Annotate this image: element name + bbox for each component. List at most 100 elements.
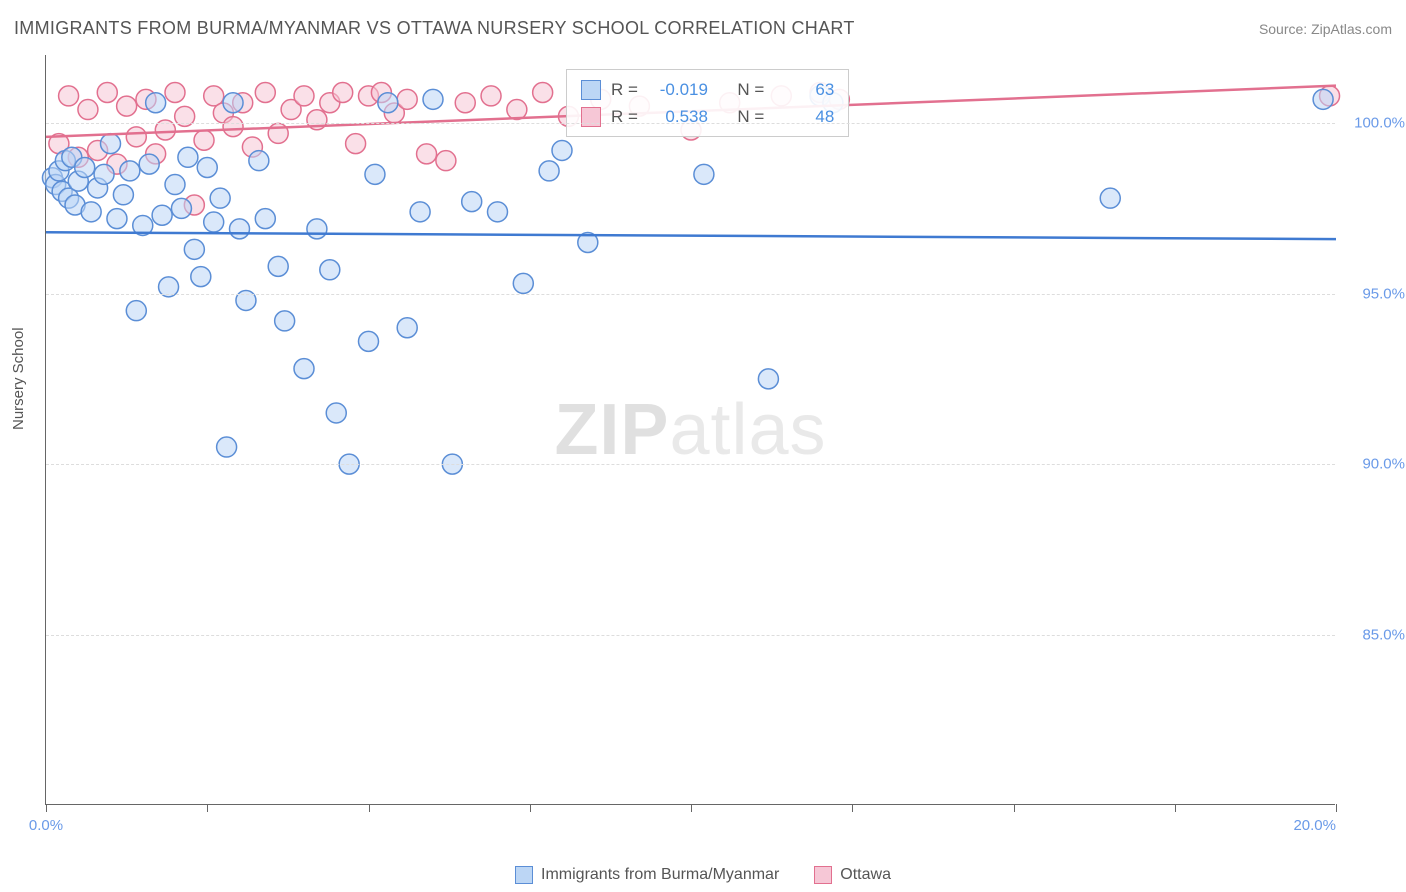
scatter-point	[255, 209, 275, 229]
gridline	[46, 294, 1335, 295]
scatter-point	[294, 359, 314, 379]
stats-r-value-ottawa: 0.538	[648, 103, 708, 130]
x-tick-label: 0.0%	[29, 817, 63, 834]
scatter-point	[107, 209, 127, 229]
scatter-point	[539, 161, 559, 181]
scatter-point	[533, 83, 553, 103]
scatter-point	[294, 86, 314, 106]
chart-svg	[46, 55, 1335, 804]
stats-n-value-ottawa: 48	[774, 103, 834, 130]
scatter-point	[126, 301, 146, 321]
x-tick	[369, 804, 370, 812]
burma-swatch-icon	[581, 80, 601, 100]
scatter-point	[507, 100, 527, 120]
scatter-point	[694, 164, 714, 184]
x-tick	[1014, 804, 1015, 812]
legend-item-ottawa: Ottawa	[814, 866, 891, 884]
x-tick	[852, 804, 853, 812]
scatter-point	[204, 212, 224, 232]
gridline	[46, 464, 1335, 465]
scatter-point	[1313, 89, 1333, 109]
scatter-point	[75, 158, 95, 178]
source-attribution: Source: ZipAtlas.com	[1259, 21, 1392, 37]
scatter-point	[513, 273, 533, 293]
scatter-point	[397, 89, 417, 109]
plot-area: ZIPatlas R = -0.019 N = 63 R = 0.538 N =…	[45, 55, 1335, 805]
title-bar: IMMIGRANTS FROM BURMA/MYANMAR VS OTTAWA …	[14, 18, 1392, 39]
gridline	[46, 635, 1335, 636]
chart-title: IMMIGRANTS FROM BURMA/MYANMAR VS OTTAWA …	[14, 18, 855, 39]
scatter-point	[194, 130, 214, 150]
scatter-point	[410, 202, 430, 222]
scatter-point	[97, 83, 117, 103]
scatter-point	[481, 86, 501, 106]
scatter-point	[462, 192, 482, 212]
scatter-point	[230, 219, 250, 239]
y-tick-label: 100.0%	[1345, 115, 1405, 132]
x-tick	[207, 804, 208, 812]
scatter-point	[126, 127, 146, 147]
gridline	[46, 123, 1335, 124]
stats-r-label: R =	[611, 76, 638, 103]
stats-n-value-burma: 63	[774, 76, 834, 103]
stats-r-label: R =	[611, 103, 638, 130]
scatter-point	[59, 86, 79, 106]
scatter-point	[152, 205, 172, 225]
scatter-point	[210, 188, 230, 208]
scatter-point	[378, 93, 398, 113]
x-tick-label: 20.0%	[1293, 817, 1336, 834]
scatter-point	[184, 239, 204, 259]
y-tick-label: 95.0%	[1345, 285, 1405, 302]
scatter-point	[346, 134, 366, 154]
scatter-point	[488, 202, 508, 222]
scatter-point	[94, 164, 114, 184]
stats-row-burma: R = -0.019 N = 63	[581, 76, 834, 103]
stats-n-label: N =	[737, 76, 764, 103]
scatter-point	[165, 175, 185, 195]
scatter-point	[552, 140, 572, 160]
ottawa-swatch-icon	[814, 866, 832, 884]
scatter-point	[333, 83, 353, 103]
scatter-point	[417, 144, 437, 164]
x-tick	[691, 804, 692, 812]
y-tick-label: 85.0%	[1345, 626, 1405, 643]
legend-bottom: Immigrants from Burma/Myanmar Ottawa	[0, 866, 1406, 884]
stats-n-label: N =	[737, 103, 764, 130]
scatter-point	[146, 93, 166, 113]
scatter-point	[436, 151, 456, 171]
scatter-point	[81, 202, 101, 222]
x-tick	[530, 804, 531, 812]
scatter-point	[397, 318, 417, 338]
scatter-point	[423, 89, 443, 109]
legend-label-ottawa: Ottawa	[840, 866, 891, 884]
scatter-point	[359, 331, 379, 351]
scatter-point	[268, 256, 288, 276]
stats-r-value-burma: -0.019	[648, 76, 708, 103]
scatter-point	[101, 134, 121, 154]
scatter-point	[217, 437, 237, 457]
scatter-point	[117, 96, 137, 116]
scatter-point	[275, 311, 295, 331]
x-tick	[1175, 804, 1176, 812]
x-tick	[46, 804, 47, 812]
stats-legend-box: R = -0.019 N = 63 R = 0.538 N = 48	[566, 69, 849, 137]
scatter-point	[255, 83, 275, 103]
scatter-point	[191, 267, 211, 287]
scatter-point	[78, 100, 98, 120]
scatter-point	[171, 198, 191, 218]
scatter-point	[320, 260, 340, 280]
scatter-point	[178, 147, 198, 167]
scatter-point	[113, 185, 133, 205]
scatter-point	[365, 164, 385, 184]
burma-swatch-icon	[515, 866, 533, 884]
scatter-point	[223, 93, 243, 113]
y-axis-label: Nursery School	[10, 327, 27, 430]
y-tick-label: 90.0%	[1345, 456, 1405, 473]
x-tick	[1336, 804, 1337, 812]
legend-label-burma: Immigrants from Burma/Myanmar	[541, 866, 779, 884]
scatter-point	[249, 151, 269, 171]
scatter-point	[455, 93, 475, 113]
scatter-point	[139, 154, 159, 174]
scatter-point	[197, 158, 217, 178]
scatter-point	[1100, 188, 1120, 208]
